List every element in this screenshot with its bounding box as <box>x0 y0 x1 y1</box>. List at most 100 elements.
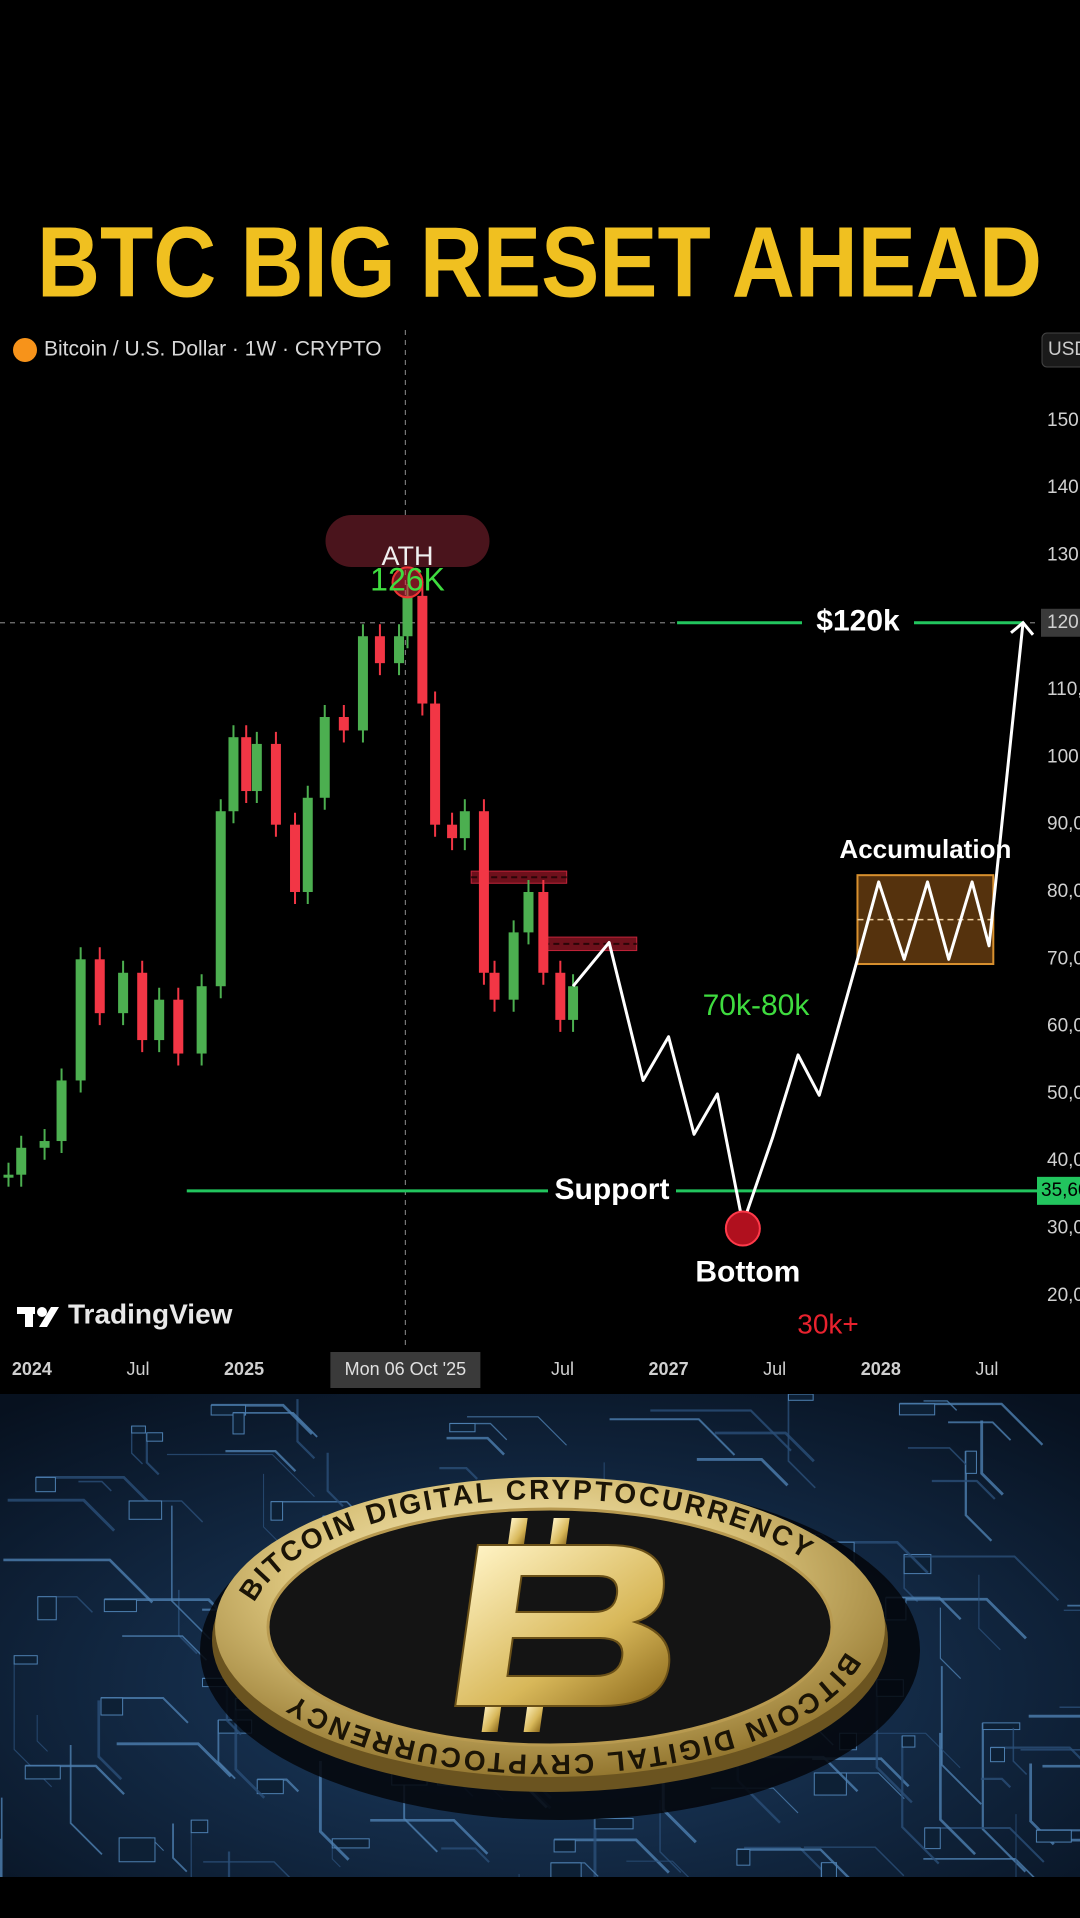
circuit-trace <box>1020 1748 1080 1751</box>
candle <box>568 986 579 1020</box>
y-tick-label: 90,000 <box>1047 814 1080 835</box>
circuit-trace <box>736 1848 850 1877</box>
bottom-label: Bottom <box>695 1255 800 1288</box>
y-tick-label: 30,000 <box>1047 1218 1080 1239</box>
circuit-trace <box>939 1607 962 1680</box>
x-tick-label: Jul <box>551 1359 574 1379</box>
circuit-trace <box>217 1719 236 1780</box>
circuit-trace <box>0 1797 3 1877</box>
ath-marker <box>391 566 424 599</box>
circuit-trace <box>69 1744 103 1856</box>
candle <box>137 972 148 1041</box>
circuit-trace <box>78 1480 112 1492</box>
candle <box>489 972 500 1000</box>
circuit-trace <box>980 1777 1012 1789</box>
x-tick-label: Jul <box>763 1359 786 1379</box>
circuit-trace <box>171 1505 211 1640</box>
y-tick-label: 130,000 <box>1047 544 1080 565</box>
candle <box>118 972 129 1014</box>
circuit-trace <box>888 1597 1027 1640</box>
candle <box>196 986 207 1054</box>
chip <box>594 1818 634 1830</box>
circuit-trace <box>659 1799 682 1874</box>
circuit-trace <box>145 1432 160 1476</box>
y-tick-label: 80,000 <box>1047 881 1080 902</box>
circuit-trace <box>172 1823 188 1873</box>
candle <box>508 932 519 1000</box>
circuit-trace <box>439 1467 478 1480</box>
candle <box>251 743 262 792</box>
chip <box>965 1450 977 1474</box>
circuit-trace <box>7 1498 116 1532</box>
title: BTC BIG RESET AHEAD <box>37 206 1042 318</box>
candle <box>357 636 368 731</box>
chip <box>118 1837 156 1863</box>
x-tick-label: 2024 <box>12 1359 52 1379</box>
circuit-trace <box>166 1453 315 1498</box>
ath-value: 126K <box>370 561 445 597</box>
chip <box>256 1779 284 1795</box>
candle <box>302 797 313 892</box>
chip <box>821 1862 837 1877</box>
candle <box>56 1080 67 1142</box>
range-label: 70k-80k <box>703 989 811 1022</box>
candle <box>270 743 281 825</box>
btc-icon <box>13 338 37 362</box>
circuit-trace <box>1012 1727 1028 1776</box>
y-tick-label: 100,000 <box>1047 746 1080 767</box>
y-tick-label: 20,000 <box>1047 1285 1080 1306</box>
circuit-trace <box>1028 1714 1080 1718</box>
accumulation-label: Accumulation <box>839 834 1011 864</box>
chip <box>103 1599 137 1613</box>
chip <box>550 1862 582 1877</box>
chip <box>270 1501 284 1521</box>
circuit-trace <box>0 1838 2 1877</box>
chip <box>449 1423 476 1433</box>
circuit-trace <box>130 1426 144 1465</box>
support-label: Support <box>555 1173 670 1206</box>
chip <box>24 1765 61 1780</box>
circuit-trace <box>980 1420 1004 1496</box>
chip <box>190 1819 209 1834</box>
circuit-trace <box>940 1666 982 1805</box>
circuit-trace <box>981 1722 1027 1873</box>
chip <box>990 1747 1006 1763</box>
bottom-value: 30k+ <box>797 1308 859 1339</box>
crosshair-date: Mon 06 Oct '25 <box>345 1359 467 1379</box>
circuit-trace <box>203 1861 291 1877</box>
x-tick-label: 2027 <box>649 1359 689 1379</box>
circuit-trace <box>939 1732 977 1856</box>
chart: Bitcoin / U.S. Dollar · 1W · CRYPTO USD … <box>0 330 1080 1388</box>
support-price-box <box>1037 1176 1080 1205</box>
circuit-trace <box>978 1574 1001 1651</box>
candle <box>459 811 470 839</box>
circuit-trace <box>446 1436 505 1456</box>
candle <box>3 1174 14 1178</box>
circuit-trace <box>441 1847 490 1863</box>
currency: USD <box>1048 339 1080 360</box>
circuit-trace <box>97 1700 123 1781</box>
circuit-trace <box>1059 1706 1080 1709</box>
chip <box>898 1403 936 1416</box>
x-tick-label: 2028 <box>861 1359 901 1379</box>
chip <box>736 1849 751 1866</box>
circuit-trace <box>122 1635 208 1661</box>
coin-image: BITCOIN DIGITAL CRYPTOCURRENCY BITCOIN D… <box>0 1394 1080 1877</box>
y-tick-label: 150,000 <box>1047 410 1080 431</box>
chip <box>35 1476 56 1493</box>
chip <box>210 1404 247 1416</box>
candle <box>523 892 534 933</box>
candle <box>338 717 349 731</box>
bottom-marker <box>724 1210 761 1247</box>
circuit-trace <box>370 1819 489 1855</box>
circuit-trace <box>318 1761 350 1861</box>
circuit-trace <box>696 1457 789 1487</box>
circuit-trace <box>714 1431 815 1463</box>
candle <box>430 703 441 825</box>
circuit-trace <box>190 1820 192 1877</box>
chip <box>13 1655 38 1665</box>
candle <box>215 811 226 987</box>
chip <box>982 1722 1021 1731</box>
